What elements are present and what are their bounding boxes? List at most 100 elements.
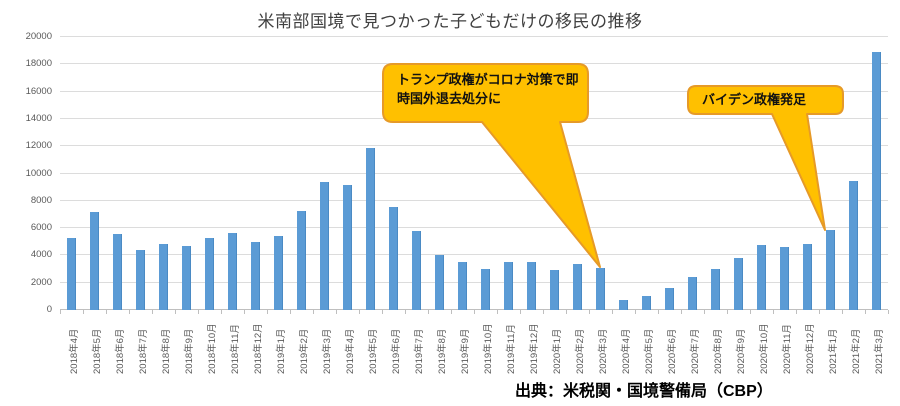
x-tick-label-2019年7月: 2019年7月 [414, 328, 425, 374]
y-tick-label-6000: 6000 [30, 222, 52, 234]
x-tick-label-2019年5月: 2019年5月 [368, 328, 379, 374]
x-tick [865, 310, 866, 314]
source-note: 出典：米税関・国境警備局（CBP） [515, 383, 773, 400]
x-tick-label-2020年12月: 2020年12月 [805, 323, 816, 374]
bar-2019年1月 [274, 236, 283, 310]
bar-2020年7月 [688, 277, 697, 310]
bar-2021年1月 [826, 230, 835, 310]
x-tick-label-2019年4月: 2019年4月 [345, 328, 356, 374]
y-tick-label-2000: 2000 [30, 276, 52, 288]
x-tick-label-2018年8月: 2018年8月 [161, 328, 172, 374]
bar-2018年8月 [159, 244, 168, 310]
y-tick-label-14000: 14000 [25, 112, 52, 124]
bar-2018年12月 [251, 241, 260, 310]
bar-2020年4月 [619, 299, 628, 310]
bar-2018年5月 [90, 211, 99, 310]
x-tick [359, 310, 360, 314]
y-tick-label-8000: 8000 [30, 194, 52, 206]
x-tick [474, 310, 475, 314]
x-tick [175, 310, 176, 314]
bar-2018年9月 [182, 245, 191, 310]
gridline-8000 [60, 199, 888, 201]
x-tick-label-2019年10月: 2019年10月 [483, 323, 494, 374]
bar-2019年9月 [458, 262, 467, 310]
x-tick-label-2018年6月: 2018年6月 [115, 328, 126, 374]
x-tick [589, 310, 590, 314]
x-tick [704, 310, 705, 314]
bar-2018年11月 [228, 232, 237, 310]
x-tick [428, 310, 429, 314]
x-tick-label-2018年4月: 2018年4月 [69, 328, 80, 374]
gridline-12000 [60, 145, 888, 147]
x-tick [221, 310, 222, 314]
x-tick-label-2018年7月: 2018年7月 [138, 328, 149, 374]
x-tick [313, 310, 314, 314]
y-tick-label-20000: 20000 [25, 31, 52, 42]
bar-2019年7月 [412, 230, 421, 310]
x-tick-label-2021年3月: 2021年3月 [874, 328, 885, 374]
bar-2020年1月 [550, 269, 559, 310]
x-tick [382, 310, 383, 314]
gridline-10000 [60, 172, 888, 174]
x-tick-label-2019年2月: 2019年2月 [299, 328, 310, 374]
x-tick [198, 310, 199, 314]
bar-2019年6月 [389, 206, 398, 310]
bar-2020年2月 [573, 264, 582, 310]
x-tick [566, 310, 567, 314]
x-tick [543, 310, 544, 314]
x-tick-label-2020年7月: 2020年7月 [690, 328, 701, 374]
x-tick-label-2021年1月: 2021年1月 [828, 328, 839, 374]
x-tick-label-2020年1月: 2020年1月 [552, 328, 563, 374]
annotation-trump-title42-label: トランプ政権がコロナ対策で即時国外退去処分に [397, 72, 579, 106]
y-tick-label-4000: 4000 [30, 249, 52, 261]
x-tick [152, 310, 153, 314]
x-tick-label-2019年9月: 2019年9月 [460, 328, 471, 374]
bar-2018年7月 [136, 249, 145, 310]
x-tick-label-2018年9月: 2018年9月 [184, 328, 195, 374]
x-tick-label-2019年6月: 2019年6月 [391, 328, 402, 374]
bar-2019年5月 [366, 148, 375, 310]
bar-2019年10月 [481, 269, 490, 310]
x-tick-label-2020年11月: 2020年11月 [782, 324, 793, 374]
x-tick-label-2020年2月: 2020年2月 [575, 328, 586, 374]
bar-2021年2月 [849, 181, 858, 310]
bar-2020年12月 [803, 243, 812, 310]
y-tick-label-16000: 16000 [25, 85, 52, 97]
x-tick-label-2019年1月: 2019年1月 [276, 328, 287, 374]
y-tick-label-10000: 10000 [25, 167, 52, 179]
gridline-2000 [60, 281, 888, 283]
gridline-18000 [60, 63, 888, 65]
x-tick [819, 310, 820, 314]
x-tick-label-2020年8月: 2020年8月 [713, 328, 724, 374]
x-tick [497, 310, 498, 314]
x-tick [267, 310, 268, 314]
x-tick-label-2020年9月: 2020年9月 [736, 328, 747, 374]
x-tick-label-2020年6月: 2020年6月 [667, 328, 678, 374]
x-tick-label-2021年2月: 2021年2月 [851, 328, 862, 374]
x-tick [520, 310, 521, 314]
y-tick-label-0: 0 [46, 304, 52, 315]
y-tick-label-18000: 18000 [25, 58, 52, 70]
gridline-0 [60, 309, 888, 310]
x-tick-label-2018年12月: 2018年12月 [253, 323, 264, 374]
bar-2020年9月 [734, 258, 743, 310]
bar-2020年6月 [665, 288, 674, 310]
x-tick [60, 310, 61, 314]
gridline-6000 [60, 227, 888, 229]
x-tick [244, 310, 245, 314]
x-tick [336, 310, 337, 314]
bar-2020年3月 [596, 267, 605, 310]
x-tick [106, 310, 107, 314]
x-tick-label-2019年12月: 2019年12月 [529, 323, 540, 374]
x-tick [681, 310, 682, 314]
x-tick [405, 310, 406, 314]
bar-2018年6月 [113, 234, 122, 310]
x-tick-label-2020年5月: 2020年5月 [644, 328, 655, 374]
x-tick-label-2018年11月: 2018年11月 [230, 324, 241, 374]
x-tick [796, 310, 797, 314]
annotation-biden-label: バイデン政権発足 [702, 92, 807, 107]
bar-2018年4月 [67, 237, 76, 310]
x-tick [451, 310, 452, 314]
gridline-20000 [60, 36, 888, 37]
